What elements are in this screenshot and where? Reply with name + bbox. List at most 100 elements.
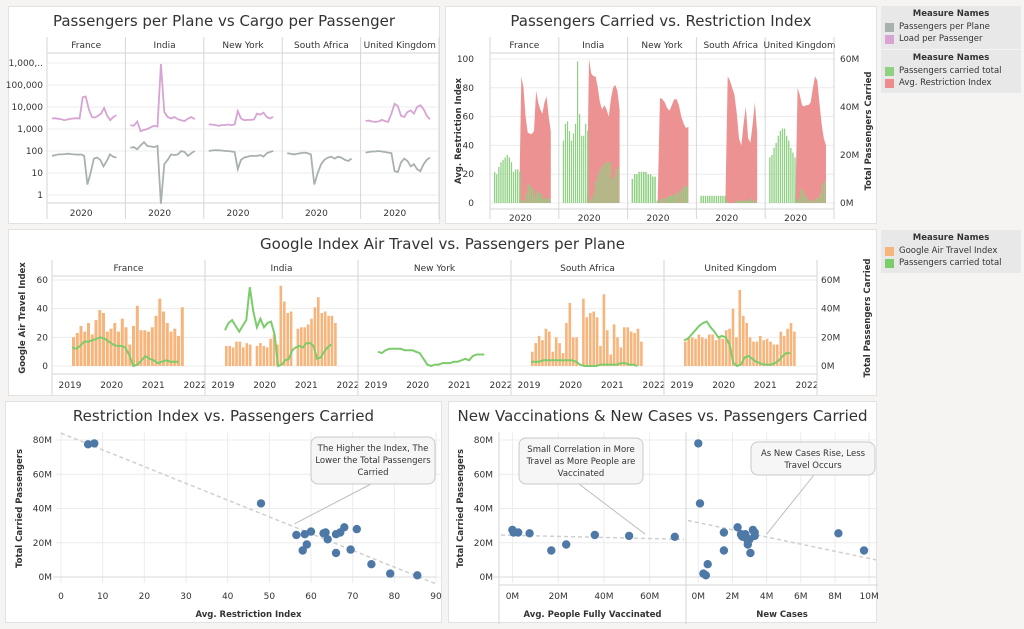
- passengers-bar: [663, 198, 665, 203]
- passengers-bar: [724, 195, 726, 203]
- color-swatch: [885, 22, 894, 32]
- data-point: [306, 527, 316, 536]
- legend-item[interactable]: Load per Passenger: [885, 34, 1017, 44]
- data-point: [670, 532, 679, 541]
- chart-panel-vaccinations-cases: New Vaccinations & New Cases vs. Passeng…: [448, 401, 879, 624]
- google-index-bar: [742, 315, 745, 366]
- x-tick-label: 2022: [184, 381, 207, 391]
- y-tick-label: 60: [463, 113, 475, 123]
- google-index-bar: [789, 323, 793, 366]
- passengers-bar: [607, 162, 609, 203]
- annotation-arrow: [766, 474, 815, 535]
- series-line-load-per-passenger: [365, 102, 431, 123]
- series-line-passengers-per-plane: [208, 149, 274, 173]
- chart-title: New Vaccinations & New Cases vs. Passeng…: [457, 407, 868, 425]
- passengers-bar: [819, 193, 821, 203]
- y-right-tick-label: 60M: [840, 55, 859, 65]
- passengers-bar: [498, 167, 500, 203]
- passengers-bar: [674, 193, 677, 203]
- passengers-bar: [636, 174, 638, 203]
- x-tick-label: 2020: [559, 381, 582, 391]
- x-tick-label: 2022: [643, 381, 666, 391]
- y-tick-label: 100: [26, 147, 43, 157]
- legend-item[interactable]: Passengers carried total: [885, 66, 1017, 76]
- google-index-bar: [150, 327, 154, 366]
- y-axis-label: Total Carried Passengers: [456, 449, 466, 568]
- google-index-bar: [105, 331, 109, 366]
- google-index-bar: [759, 335, 762, 366]
- passengers-bar: [534, 195, 536, 203]
- y-tick-label: 60: [37, 276, 49, 286]
- data-point: [298, 546, 307, 555]
- passengers-bar: [593, 193, 595, 203]
- passengers-bar: [746, 200, 748, 203]
- chart-svg-restriction-scatter: 0M 20M 40M 60M 80M Total Carried Passengers 0 1…: [15, 432, 443, 620]
- passengers-bar: [711, 195, 713, 203]
- google-index-bar: [606, 330, 609, 366]
- data-point: [346, 545, 355, 554]
- restriction-index-area: [631, 97, 689, 203]
- passengers-bar: [809, 200, 811, 203]
- passengers-bar: [542, 198, 544, 203]
- passengers-bar: [805, 195, 807, 203]
- data-point: [352, 524, 361, 534]
- google-index-bar: [158, 298, 162, 366]
- google-index-bar: [782, 335, 786, 366]
- google-index-bar: [228, 345, 231, 366]
- x-tick-label: 2022: [490, 381, 513, 391]
- google-index-bar: [551, 351, 555, 366]
- data-point: [90, 439, 99, 448]
- x-tick-label: 2020: [712, 381, 735, 391]
- data-point: [733, 523, 742, 532]
- google-index-bar: [544, 328, 548, 366]
- passengers-bar: [735, 200, 737, 203]
- passengers-bar: [638, 171, 640, 203]
- google-index-bar: [147, 331, 150, 366]
- legend-item[interactable]: Passengers carried total: [885, 258, 1017, 268]
- y-right-tick-label: 0M: [840, 199, 854, 209]
- google-index-bar: [120, 318, 124, 366]
- passengers-bar: [713, 195, 715, 203]
- google-index-bar: [90, 334, 94, 366]
- google-index-bar: [235, 341, 238, 366]
- x-axis-label: Avg. People Fully Vaccinated: [524, 610, 662, 620]
- annotation-text: As New Cases Rise, Less: [761, 449, 866, 459]
- y-right-axis-label: Total Passengers Carried: [863, 258, 873, 377]
- legend-label: Avg. Restriction Index: [899, 78, 992, 88]
- y-tick-label: 20M: [474, 539, 493, 549]
- y-tick-label: 40M: [33, 505, 52, 515]
- passengers-bar: [790, 147, 792, 203]
- series-line-passengers-per-plane: [51, 152, 117, 185]
- passengers-bar: [566, 121, 569, 203]
- passengers-bar: [665, 198, 668, 203]
- google-index-bar: [748, 337, 752, 366]
- color-swatch: [885, 258, 894, 268]
- panel-header: United Kingdom: [704, 264, 776, 274]
- x-tick-label: 60M: [640, 592, 659, 602]
- google-index-bar: [694, 338, 697, 366]
- y-right-axis-label: Total Passengers Carried: [864, 71, 874, 190]
- legend-item[interactable]: Google Air Travel Index: [885, 246, 1017, 256]
- x-tick-label: 2019: [59, 381, 82, 391]
- passengers-bar: [652, 176, 654, 203]
- data-point: [83, 440, 93, 449]
- panel-header: United Kingdom: [364, 41, 436, 51]
- google-index-bar: [619, 347, 623, 366]
- google-index-bar: [684, 341, 687, 366]
- legend-label: Load per Passenger: [899, 34, 983, 44]
- passengers-bar: [633, 174, 636, 203]
- trend-line: [687, 519, 877, 561]
- google-index-bar: [779, 331, 783, 366]
- passengers-line: [531, 359, 638, 367]
- passengers-bar: [589, 200, 591, 203]
- x-tick-label: 2021: [754, 381, 777, 391]
- google-index-bar: [177, 335, 180, 366]
- passengers-bar: [544, 198, 546, 203]
- legend-item[interactable]: Avg. Restriction Index: [885, 78, 1017, 88]
- chart-title: Google Index Air Travel vs. Passengers p…: [260, 235, 625, 253]
- passengers-bar: [811, 200, 813, 203]
- legend-item[interactable]: Passengers per Plane: [885, 22, 1017, 32]
- passengers-bar: [500, 162, 502, 203]
- x-tick-label: 2020: [253, 381, 276, 391]
- google-index-bar: [554, 337, 558, 366]
